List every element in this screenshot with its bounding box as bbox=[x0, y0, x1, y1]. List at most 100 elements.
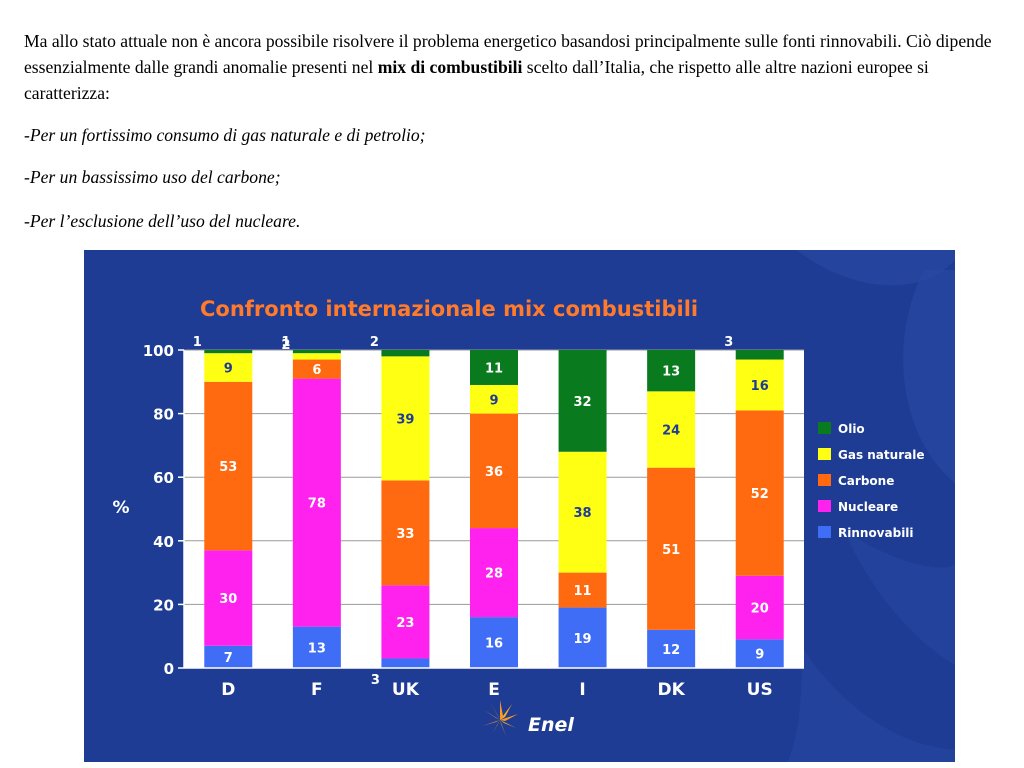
chart-panel: Confronto internazionale mix combustibil… bbox=[84, 250, 955, 762]
bar-segment bbox=[470, 413, 518, 529]
bar-segment bbox=[470, 384, 518, 414]
bar-segment bbox=[292, 350, 341, 354]
data-label: 2 bbox=[281, 338, 290, 353]
legend-swatch bbox=[818, 526, 831, 538]
y-tick-label: 0 bbox=[164, 660, 174, 678]
data-label: 3 bbox=[724, 335, 733, 350]
data-label: 19 bbox=[574, 632, 592, 647]
x-tick-label: D bbox=[221, 680, 235, 700]
data-label: 16 bbox=[485, 637, 503, 652]
legend-swatch bbox=[818, 422, 831, 434]
intro-bold-text: mix di combustibili bbox=[377, 57, 523, 77]
bar-segment bbox=[647, 629, 696, 668]
data-label: 23 bbox=[396, 616, 414, 631]
bar-segment bbox=[647, 467, 696, 630]
bullet-dash: - bbox=[24, 125, 30, 145]
bar-segment bbox=[381, 585, 430, 659]
y-tick-label: 20 bbox=[153, 596, 174, 614]
bar-segment bbox=[204, 381, 253, 551]
data-label: 11 bbox=[574, 584, 592, 599]
chart-title: Confronto internazionale mix combustibil… bbox=[200, 297, 698, 321]
bullet-text: Per un bassissimo uso del carbone; bbox=[29, 167, 281, 187]
legend-label: Olio bbox=[838, 422, 865, 436]
bar-segment bbox=[292, 626, 341, 668]
data-label: 13 bbox=[662, 365, 680, 380]
data-label: 33 bbox=[396, 527, 414, 542]
bar-segment bbox=[470, 617, 518, 668]
bar-segment bbox=[647, 391, 696, 468]
data-label: 51 bbox=[662, 543, 680, 558]
bars: 7305391137862132333392162836911191138321… bbox=[193, 335, 784, 688]
bar-segment bbox=[381, 658, 430, 668]
data-label: 52 bbox=[751, 487, 769, 502]
bar-segment bbox=[292, 378, 341, 627]
bar-segment bbox=[735, 410, 784, 576]
data-label: 9 bbox=[224, 361, 233, 376]
data-label: 11 bbox=[485, 361, 503, 376]
data-label: 7 bbox=[224, 651, 233, 666]
bar-segment bbox=[470, 350, 518, 385]
y-axis: 0 20 40 60 80 100 bbox=[143, 342, 185, 678]
bullet-item: -Per l’esclusione dell’uso del nucleare. bbox=[24, 211, 300, 232]
bar-segment bbox=[558, 451, 607, 573]
data-label: 6 bbox=[312, 363, 321, 378]
enel-logo-text: Enel bbox=[528, 714, 574, 736]
data-label: 16 bbox=[751, 379, 769, 394]
intro-text-before: Ma allo stato attuale non è ancora possi… bbox=[24, 31, 992, 77]
x-axis: D F UK E I DK US bbox=[184, 667, 804, 700]
y-tick-label: 40 bbox=[153, 533, 174, 551]
stacked-bar-chart: Confronto internazionale mix combustibil… bbox=[112, 250, 955, 762]
data-label: 30 bbox=[219, 592, 237, 607]
y-tick-label: 100 bbox=[143, 342, 174, 360]
x-tick-label: UK bbox=[392, 680, 420, 700]
bar-segment bbox=[558, 350, 607, 452]
data-label: 28 bbox=[485, 567, 503, 582]
bar-segment bbox=[204, 645, 253, 668]
sun-icon bbox=[482, 700, 518, 736]
x-tick-label: E bbox=[488, 680, 500, 700]
data-label: 32 bbox=[574, 395, 592, 410]
legend-label: Rinnovabili bbox=[838, 526, 914, 540]
bar-segment bbox=[470, 528, 518, 618]
bar-segment bbox=[735, 359, 784, 411]
bullet-item: -Per un bassissimo uso del carbone; bbox=[24, 167, 281, 188]
legend-swatch bbox=[818, 448, 831, 460]
background-decoration bbox=[787, 250, 955, 762]
x-tick-label: US bbox=[747, 680, 773, 700]
data-label: 9 bbox=[489, 393, 498, 408]
bullet-text: Per un fortissimo consumo di gas natural… bbox=[29, 125, 426, 145]
x-tick-label: I bbox=[579, 680, 585, 700]
bar-segment bbox=[558, 607, 607, 668]
intro-paragraph: Ma allo stato attuale non è ancora possi… bbox=[24, 28, 1014, 106]
data-label: 36 bbox=[485, 465, 503, 480]
data-label: 1 bbox=[193, 335, 202, 350]
x-tick-label: F bbox=[311, 680, 323, 700]
intro-text-after: scelto dall’Italia, che rispetto alle al… bbox=[24, 57, 929, 103]
bar-segment bbox=[735, 350, 784, 360]
bar-segment bbox=[381, 350, 430, 357]
data-label: 3 bbox=[371, 673, 380, 688]
legend-label: Carbone bbox=[838, 474, 894, 488]
legend-label: Gas naturale bbox=[838, 448, 924, 462]
bar-segment bbox=[204, 350, 253, 354]
bullet-dash: - bbox=[24, 211, 30, 231]
legend-swatch bbox=[818, 474, 831, 486]
data-label: 39 bbox=[396, 412, 414, 427]
bar-segment bbox=[292, 359, 341, 379]
data-label: 20 bbox=[751, 602, 769, 617]
y-tick-label: 80 bbox=[153, 406, 174, 424]
bar-segment bbox=[647, 350, 696, 392]
bar-segment bbox=[292, 353, 341, 360]
x-tick-label: DK bbox=[657, 680, 685, 700]
data-label: 78 bbox=[308, 497, 326, 512]
legend-swatch bbox=[818, 500, 831, 512]
data-label: 13 bbox=[308, 641, 326, 656]
bullet-dash: - bbox=[24, 167, 30, 187]
bar-segment bbox=[558, 572, 607, 608]
y-axis-label: % bbox=[112, 498, 129, 518]
data-label: 2 bbox=[370, 335, 379, 350]
bar-segment bbox=[204, 550, 253, 646]
enel-logo: Enel bbox=[482, 700, 574, 736]
bar-segment bbox=[204, 353, 253, 382]
data-label: 9 bbox=[755, 648, 764, 663]
